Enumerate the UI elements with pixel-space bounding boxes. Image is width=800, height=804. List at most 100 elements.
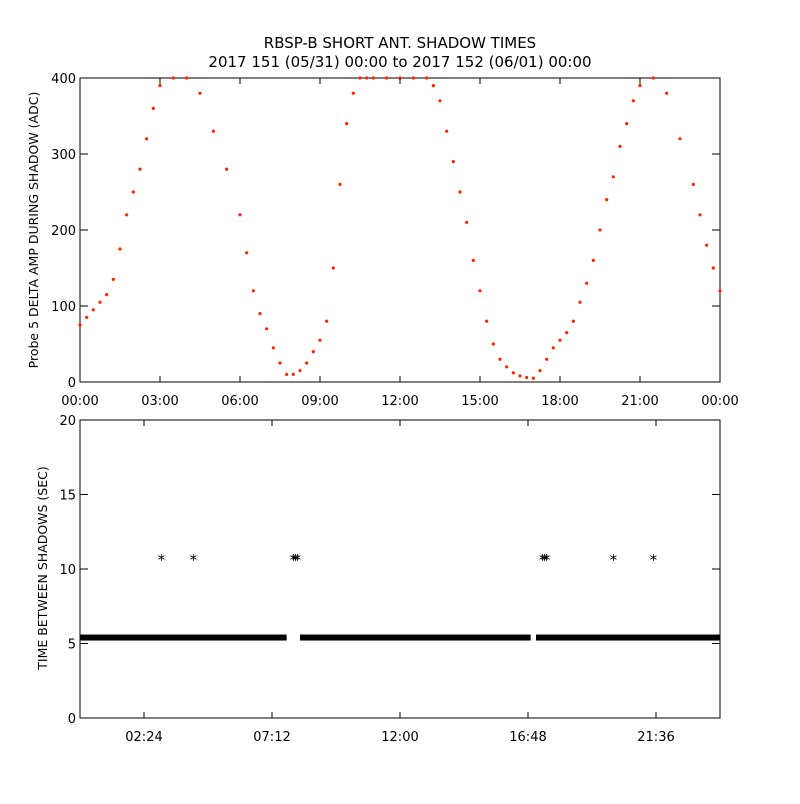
data-point	[331, 266, 335, 270]
data-point	[698, 213, 702, 217]
star-point: *	[543, 551, 551, 569]
data-point	[625, 122, 629, 126]
top-y-tick-label: 100	[51, 300, 76, 315]
data-point	[318, 338, 322, 342]
star-point: *	[190, 551, 198, 569]
bottom-y-tick-label: 0	[68, 712, 76, 727]
data-point	[351, 91, 355, 95]
data-point	[171, 76, 175, 80]
data-point	[145, 137, 149, 141]
data-point	[491, 342, 495, 346]
data-point	[631, 99, 635, 103]
data-point	[265, 327, 269, 331]
data-point	[98, 300, 102, 304]
data-point	[451, 160, 455, 164]
star-point: *	[158, 551, 166, 569]
data-point	[691, 182, 695, 186]
data-point	[245, 251, 249, 255]
data-point	[385, 76, 389, 80]
data-point	[91, 308, 95, 312]
star-point: *	[610, 551, 618, 569]
data-point	[558, 338, 562, 342]
data-point	[618, 144, 622, 148]
data-point	[225, 167, 229, 171]
data-point	[578, 300, 582, 304]
top-y-tick-label: 0	[68, 376, 76, 391]
data-point	[665, 91, 669, 95]
data-point	[678, 137, 682, 141]
data-point	[638, 84, 642, 88]
data-point	[705, 243, 709, 247]
top-x-tick-label: 15:00	[461, 394, 498, 409]
bottom-data-points: * * *** *** * *	[80, 551, 720, 641]
data-point	[271, 346, 275, 350]
data-point	[138, 167, 142, 171]
data-point	[465, 220, 469, 224]
baseline-star-band	[300, 634, 531, 641]
top-x-tick-label: 18:00	[541, 394, 578, 409]
data-point	[531, 376, 535, 380]
top-x-tick-label: 00:00	[701, 394, 738, 409]
bottom-y-axis-label: TIME BETWEEN SHADOWS (SEC)	[35, 466, 50, 671]
chart-title-line2: 2017 151 (05/31) 00:00 to 2017 152 (06/0…	[208, 53, 591, 71]
data-point	[358, 76, 362, 80]
bottom-plot-frame	[79, 419, 721, 719]
data-point	[305, 361, 309, 365]
top-x-tick-label: 21:00	[621, 394, 658, 409]
data-point	[211, 129, 215, 133]
bottom-panel: * * *** *** * * 02:24 07:12 12:00 16:48 21:36 0 5 1…	[35, 414, 721, 745]
data-point	[591, 258, 595, 262]
data-point	[598, 228, 602, 232]
baseline-star-band	[536, 634, 720, 641]
data-point	[85, 315, 89, 319]
data-point	[425, 76, 429, 80]
bottom-x-tick-label: 02:24	[125, 730, 162, 745]
data-point	[438, 99, 442, 103]
data-point	[158, 84, 162, 88]
top-y-tick-label: 400	[51, 72, 76, 87]
data-point	[198, 91, 202, 95]
data-point	[538, 369, 542, 373]
bottom-y-tick-label: 15	[59, 489, 76, 504]
data-point	[278, 361, 282, 365]
bottom-y-ticks: 0 5 10 15 20	[59, 414, 720, 727]
top-x-ticks: 00:00 03:00 06:00 09:00 12:00 15:00 18:00 21:00…	[61, 78, 739, 409]
data-point	[298, 369, 302, 373]
star-point: *	[292, 551, 300, 569]
data-point	[571, 319, 575, 323]
data-point	[185, 76, 189, 80]
data-point	[371, 76, 375, 80]
top-x-tick-label: 12:00	[381, 394, 418, 409]
top-x-tick-label: 09:00	[301, 394, 338, 409]
data-point	[511, 371, 515, 375]
top-data-points	[78, 76, 722, 380]
top-x-tick-label: 06:00	[221, 394, 258, 409]
data-point	[365, 76, 369, 80]
data-point	[411, 76, 415, 80]
data-point	[291, 372, 295, 376]
top-y-axis-label: Probe 5 DELTA AMP DURING SHADOW (ADC)	[26, 92, 41, 369]
top-plot-frame	[79, 77, 721, 383]
data-point	[525, 375, 529, 380]
data-point	[651, 76, 655, 80]
top-y-tick-label: 200	[51, 224, 76, 239]
data-point	[545, 357, 549, 361]
data-point	[111, 277, 115, 281]
bottom-x-tick-label: 21:36	[637, 730, 674, 745]
star-point: *	[541, 551, 549, 569]
data-point	[478, 289, 482, 293]
bottom-x-tick-label: 12:00	[381, 730, 418, 745]
data-point	[131, 190, 135, 194]
data-point	[251, 289, 255, 293]
data-point	[711, 266, 715, 270]
top-x-tick-label: 00:00	[61, 394, 98, 409]
data-point	[518, 374, 522, 378]
data-point	[485, 319, 489, 323]
data-point	[565, 331, 569, 335]
star-point: *	[290, 551, 298, 569]
data-point	[105, 293, 109, 297]
baseline-star-band	[80, 634, 287, 641]
data-point	[345, 122, 349, 126]
bottom-y-tick-label: 20	[59, 414, 76, 429]
